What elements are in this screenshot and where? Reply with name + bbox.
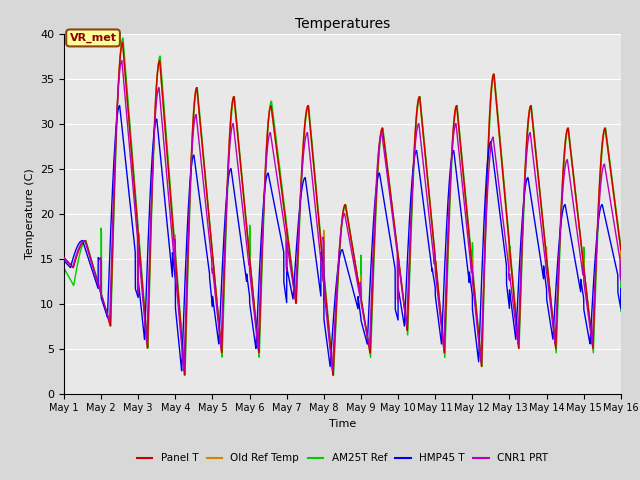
X-axis label: Time: Time	[329, 419, 356, 429]
Panel T	[324, 312, 332, 318]
Panel T	[483, 181, 491, 187]
AM25T Ref	[119, 35, 127, 41]
Line: AM25T Ref: AM25T Ref	[64, 38, 621, 375]
CNR1 PRT	[324, 322, 332, 328]
Old Ref Temp	[594, 220, 602, 226]
Old Ref Temp	[60, 255, 68, 261]
Old Ref Temp	[617, 248, 625, 254]
AM25T Ref	[467, 250, 475, 256]
Panel T	[250, 292, 257, 298]
CNR1 PRT	[250, 301, 257, 307]
HMP45 T	[178, 368, 186, 373]
CNR1 PRT	[594, 228, 602, 234]
AM25T Ref	[594, 235, 602, 241]
AM25T Ref	[617, 308, 625, 314]
CNR1 PRT	[328, 368, 336, 374]
CNR1 PRT	[483, 203, 491, 209]
HMP45 T	[250, 327, 257, 333]
Panel T	[467, 254, 475, 260]
AM25T Ref	[330, 372, 337, 378]
Line: HMP45 T: HMP45 T	[64, 106, 621, 371]
AM25T Ref	[60, 290, 68, 296]
Old Ref Temp	[250, 294, 257, 300]
HMP45 T	[324, 345, 332, 350]
HMP45 T	[467, 283, 475, 288]
Panel T	[329, 372, 337, 378]
HMP45 T	[617, 286, 625, 291]
Old Ref Temp	[483, 176, 491, 182]
AM25T Ref	[483, 193, 491, 199]
CNR1 PRT	[118, 58, 125, 63]
HMP45 T	[587, 330, 595, 336]
Text: VR_met: VR_met	[70, 33, 116, 43]
HMP45 T	[483, 168, 491, 173]
HMP45 T	[594, 227, 602, 232]
Y-axis label: Temperature (C): Temperature (C)	[24, 168, 35, 259]
Panel T	[60, 255, 68, 261]
AM25T Ref	[324, 309, 332, 314]
Line: Panel T: Panel T	[64, 43, 621, 375]
Line: CNR1 PRT: CNR1 PRT	[64, 60, 621, 371]
Old Ref Temp	[324, 315, 332, 321]
Legend: Panel T, Old Ref Temp, AM25T Ref, HMP45 T, CNR1 PRT: Panel T, Old Ref Temp, AM25T Ref, HMP45 …	[132, 449, 552, 468]
Old Ref Temp	[118, 40, 126, 46]
Panel T	[594, 224, 602, 230]
HMP45 T	[60, 258, 68, 264]
AM25T Ref	[250, 292, 257, 298]
CNR1 PRT	[60, 255, 68, 261]
Old Ref Temp	[467, 256, 475, 262]
Panel T	[587, 325, 595, 331]
Panel T	[119, 40, 127, 46]
CNR1 PRT	[617, 262, 625, 267]
Panel T	[617, 247, 625, 252]
Title: Temperatures: Temperatures	[295, 17, 390, 31]
Old Ref Temp	[329, 372, 337, 378]
CNR1 PRT	[587, 329, 595, 335]
AM25T Ref	[587, 326, 595, 332]
Line: Old Ref Temp: Old Ref Temp	[64, 43, 621, 375]
HMP45 T	[116, 103, 124, 108]
Old Ref Temp	[587, 327, 595, 333]
CNR1 PRT	[467, 266, 475, 272]
